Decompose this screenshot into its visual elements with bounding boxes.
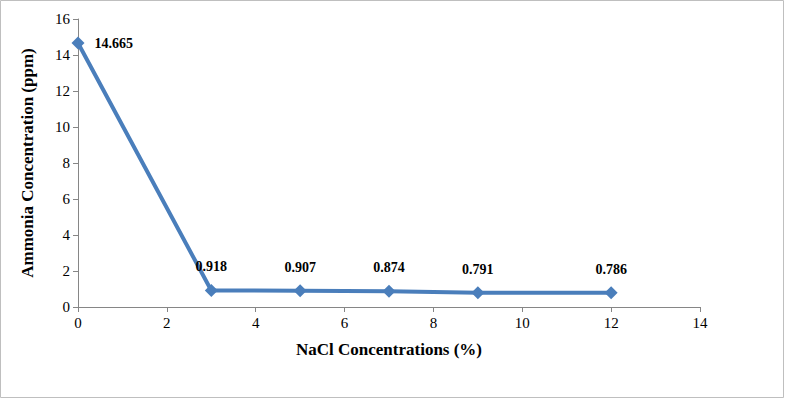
svg-text:2: 2	[63, 263, 71, 279]
svg-text:0: 0	[74, 315, 82, 331]
svg-text:4: 4	[252, 315, 260, 331]
svg-text:NaCl Concentrations (%): NaCl Concentrations (%)	[296, 340, 482, 359]
svg-text:0.874: 0.874	[373, 260, 405, 275]
svg-text:14.665: 14.665	[95, 36, 134, 51]
svg-text:0.786: 0.786	[595, 262, 627, 277]
svg-text:10: 10	[515, 315, 530, 331]
svg-text:6: 6	[341, 315, 349, 331]
svg-text:16: 16	[55, 11, 71, 27]
svg-text:2: 2	[163, 315, 171, 331]
svg-text:0.907: 0.907	[284, 260, 316, 275]
svg-text:12: 12	[55, 83, 70, 99]
svg-text:0.918: 0.918	[196, 259, 228, 274]
svg-text:6: 6	[63, 191, 71, 207]
svg-text:4: 4	[63, 227, 71, 243]
svg-text:12: 12	[604, 315, 619, 331]
svg-text:0: 0	[63, 299, 71, 315]
svg-text:8: 8	[63, 155, 71, 171]
svg-text:Ammonia Concentration (ppm): Ammonia Concentration (ppm)	[18, 48, 37, 278]
svg-text:8: 8	[430, 315, 438, 331]
svg-text:10: 10	[55, 119, 70, 135]
svg-text:14: 14	[55, 47, 71, 63]
svg-text:14: 14	[693, 315, 709, 331]
svg-text:0.791: 0.791	[462, 262, 494, 277]
